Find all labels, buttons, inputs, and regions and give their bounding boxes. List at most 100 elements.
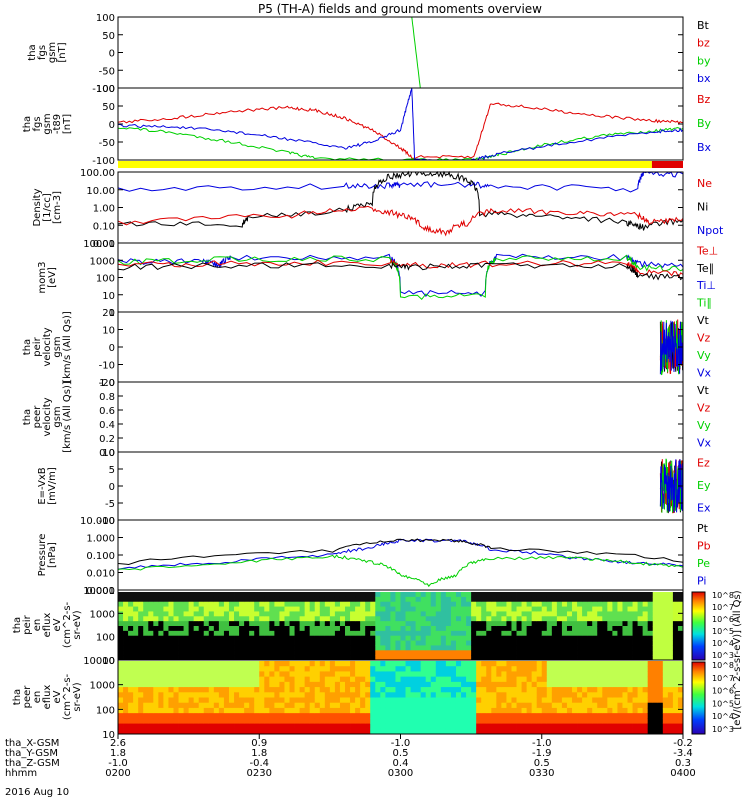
heatmap-cell: [314, 718, 321, 724]
heatmap-cell: [239, 640, 245, 646]
heatmap-cell: [561, 621, 568, 627]
heatmap-cell: [602, 728, 608, 735]
heatmap-cell: [652, 596, 659, 603]
heatmap-cell: [264, 697, 270, 704]
heatmap-cell: [390, 635, 396, 641]
heatmap-cell: [304, 676, 311, 683]
heatmap-cell: [329, 611, 336, 617]
heatmap-cell: [234, 728, 240, 735]
heatmap-cell: [481, 661, 487, 667]
heatmap-cell: [647, 611, 654, 617]
heatmap-cell: [249, 723, 255, 730]
heatmap-cell: [269, 718, 275, 724]
heatmap-cell: [551, 611, 558, 617]
heatmap-cell: [466, 681, 472, 688]
heatmap-cell: [249, 650, 255, 656]
heatmap-cell: [577, 702, 583, 709]
series-Pe: [117, 554, 684, 588]
legend-Ez: Ez: [697, 456, 710, 469]
y-axis-label: (cm^2-s-: [62, 601, 73, 648]
heatmap-cell: [561, 676, 568, 683]
heatmap-cell: [637, 592, 644, 598]
heatmap-cell: [430, 666, 437, 672]
heatmap-cell: [228, 626, 235, 632]
heatmap-cell: [435, 635, 442, 641]
heatmap-cell: [445, 650, 452, 656]
heatmap-cell: [294, 687, 300, 693]
heatmap-cell: [183, 681, 190, 688]
heatmap-cell: [486, 635, 492, 641]
heatmap-cell: [637, 692, 644, 698]
heatmap-cell: [597, 626, 603, 632]
y-tick-label: -5: [105, 499, 115, 510]
heatmap-cell: [153, 661, 159, 667]
heatmap-cell: [561, 611, 568, 617]
heatmap-cell: [582, 713, 588, 719]
heatmap-cell: [521, 692, 528, 698]
heatmap-cell: [587, 671, 593, 678]
heatmap-cell: [531, 655, 538, 661]
y-tick-label: 1.0: [99, 378, 115, 389]
heatmap-cell: [597, 687, 603, 693]
y-tick-label: 10000: [83, 656, 115, 667]
heatmap-cell: [239, 671, 245, 678]
heatmap-cell: [566, 728, 573, 735]
heatmap-cell: [329, 645, 336, 651]
y-axis-label: eV: [52, 690, 63, 703]
heatmap-cell: [516, 666, 522, 672]
heatmap-cell: [329, 640, 336, 646]
heatmap-cell: [249, 702, 255, 709]
heatmap-cell: [314, 697, 321, 704]
heatmap-cell: [269, 645, 275, 651]
heatmap-cell: [123, 713, 129, 719]
heatmap-cell: [582, 596, 588, 603]
heatmap-cell: [632, 666, 638, 672]
heatmap-cell: [380, 676, 386, 683]
heatmap-cell: [319, 650, 326, 656]
heatmap-cell: [511, 671, 517, 678]
heatmap-cell: [420, 626, 427, 632]
heatmap-cell: [365, 713, 371, 719]
heatmap-cell: [496, 697, 502, 704]
heatmap-cell: [118, 692, 124, 698]
heatmap-cell: [380, 635, 386, 641]
heatmap-cell: [395, 592, 401, 598]
heatmap-cell: [627, 645, 633, 651]
heatmap-cell: [455, 626, 462, 632]
heatmap-cell: [269, 635, 275, 641]
heatmap-cell: [566, 713, 573, 719]
heatmap-cell: [128, 606, 134, 612]
heatmap-cell: [566, 666, 573, 672]
heatmap-cell: [572, 697, 578, 704]
heatmap-cell: [582, 592, 588, 598]
heatmap-cell: [622, 713, 628, 719]
heatmap-cell: [143, 645, 149, 651]
heatmap-cell: [440, 635, 447, 641]
heatmap-cell: [309, 645, 316, 651]
heatmap-cell: [506, 630, 512, 637]
heatmap-cell: [183, 616, 190, 622]
heatmap-cell: [118, 640, 124, 646]
heatmap-cell: [536, 635, 543, 641]
heatmap-cell: [244, 596, 250, 603]
heatmap-cell: [587, 592, 593, 598]
heatmap-cell: [521, 728, 528, 735]
y-axis-label: tha: [22, 339, 33, 355]
heatmap-cell: [279, 650, 285, 656]
heatmap-cell: [319, 692, 326, 698]
heatmap-cell: [531, 728, 538, 735]
heatmap-cell: [324, 601, 331, 607]
heatmap-cell: [138, 611, 144, 617]
heatmap-cell: [193, 681, 200, 688]
heatmap-cell: [143, 676, 149, 683]
peer-eflux-heatmap: [118, 661, 684, 735]
y-axis-label: fgs: [37, 45, 48, 60]
heatmap-cell: [617, 626, 623, 632]
heatmap-cell: [314, 601, 321, 607]
heatmap-cell: [582, 702, 588, 709]
heatmap-cell: [667, 635, 674, 641]
heatmap-cell: [501, 621, 507, 627]
heatmap-cell: [511, 611, 517, 617]
heatmap-cell: [375, 681, 381, 688]
heatmap-cell: [445, 621, 452, 627]
